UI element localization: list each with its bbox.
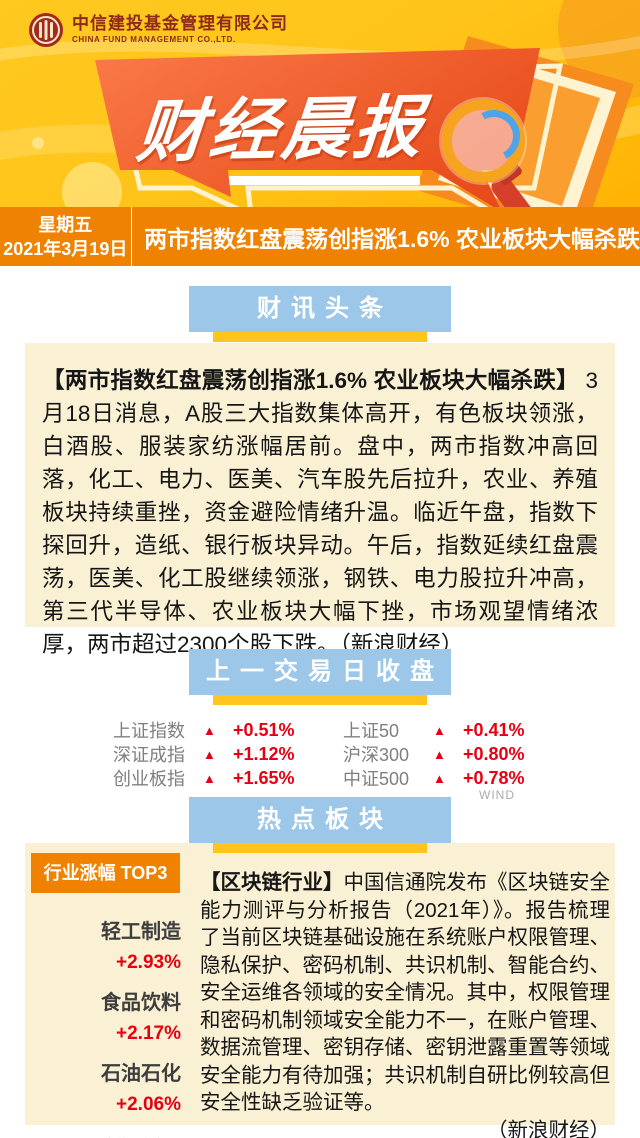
company-seal-icon bbox=[29, 13, 63, 47]
index-cell: 上证指数 ▲ +0.51% bbox=[90, 717, 320, 743]
index-name: 深证成指 bbox=[113, 745, 185, 765]
banner-title: 财经晨报 bbox=[133, 89, 430, 171]
industry-name: 食品饮料 bbox=[101, 992, 181, 1014]
header-banner: 中信建投基金管理有限公司 CHINA FUND MANAGEMENT CO.,L… bbox=[0, 0, 640, 207]
table-row: 上证指数 ▲ +0.51% 上证50 ▲ +0.41% bbox=[90, 718, 560, 742]
hot-lead: 【区块链行业】 bbox=[200, 871, 344, 894]
date-cell: 星期五 2021年3月19日 bbox=[0, 207, 131, 266]
index-change: +0.41% bbox=[463, 719, 525, 740]
up-triangle-icon: ▲ bbox=[203, 746, 216, 762]
wind-source-label: WIND bbox=[479, 788, 515, 802]
header-background-art bbox=[0, 0, 640, 207]
section-title-news: 财讯头条 bbox=[189, 286, 451, 332]
date-label: 2021年3月19日 bbox=[3, 238, 128, 259]
company-name-en: CHINA FUND MANAGEMENT CO.,LTD. bbox=[72, 34, 236, 44]
company-logo: 中信建投基金管理有限公司 CHINA FUND MANAGEMENT CO.,L… bbox=[28, 12, 288, 48]
industry-list: 轻工制造 +2.93% 食品饮料 +2.17% 石油石化 +2.06% WIND… bbox=[25, 903, 181, 1138]
news-lead: 【两市指数红盘震荡创指涨1.6% 农业板块大幅杀跌】 bbox=[42, 368, 579, 393]
up-triangle-icon: ▲ bbox=[203, 770, 216, 786]
industry-name: 轻工制造 bbox=[101, 921, 181, 943]
hot-body: 中国信通院发布《区块链安全能力测评与分析报告（2021年）》。报告梳理了当前区块… bbox=[200, 871, 610, 1114]
index-cell: 沪深300 ▲ +0.80% bbox=[320, 741, 550, 767]
weekday-label: 星期五 bbox=[38, 214, 93, 235]
hot-source: （新浪财经） bbox=[487, 1118, 610, 1138]
market-table: 上证指数 ▲ +0.51% 上证50 ▲ +0.41% 深证成指 ▲ +1.12… bbox=[90, 718, 560, 790]
industry-change: +2.93% bbox=[116, 952, 181, 973]
index-name: 上证50 bbox=[343, 721, 400, 741]
industry-change: +2.06% bbox=[116, 1094, 181, 1115]
date-headline-bar: 星期五 2021年3月19日 两市指数红盘震荡创指涨1.6% 农业板块大幅杀跌 bbox=[0, 207, 640, 266]
news-paragraph: 【两市指数红盘震荡创指涨1.6% 农业板块大幅杀跌】 3月18日消息，A股三大指… bbox=[25, 343, 615, 661]
industry-source-label: WIND，中信一级行业 bbox=[25, 1134, 181, 1138]
index-name: 沪深300 bbox=[343, 745, 410, 765]
industry-change: +2.17% bbox=[116, 1023, 181, 1044]
company-name-cn: 中信建投基金管理有限公司 bbox=[72, 14, 288, 34]
index-change: +0.80% bbox=[463, 743, 525, 764]
news-panel: 【两市指数红盘震荡创指涨1.6% 农业板块大幅杀跌】 3月18日消息，A股三大指… bbox=[25, 343, 615, 657]
index-cell: 中证500 ▲ +0.78% bbox=[320, 765, 550, 791]
bar-headline: 两市指数红盘震荡创指涨1.6% 农业板块大幅杀跌 bbox=[144, 225, 640, 252]
index-cell: 深证成指 ▲ +1.12% bbox=[90, 741, 320, 767]
table-row: 创业板指 ▲ +1.65% 中证500 ▲ +0.78% bbox=[90, 766, 560, 790]
index-cell: 上证50 ▲ +0.41% bbox=[320, 717, 550, 743]
industry-name: 石油石化 bbox=[101, 1063, 181, 1085]
index-name: 创业板指 bbox=[113, 769, 185, 789]
up-triangle-icon: ▲ bbox=[433, 746, 446, 762]
up-triangle-icon: ▲ bbox=[433, 770, 446, 786]
industry-top3-tag: 行业涨幅 TOP3 bbox=[31, 853, 180, 893]
section-underline-news bbox=[213, 332, 427, 342]
section-title-hot: 热点板块 bbox=[189, 797, 451, 843]
hot-panel: 行业涨幅 TOP3 轻工制造 +2.93% 食品饮料 +2.17% 石油石化 +… bbox=[25, 843, 615, 1138]
index-cell: 创业板指 ▲ +1.65% bbox=[90, 765, 320, 791]
up-triangle-icon: ▲ bbox=[203, 722, 216, 738]
index-change: +0.78% bbox=[463, 767, 525, 788]
news-body: 3月18日消息，A股三大指数集体高开，有色板块领涨，白酒股、服装家纺涨幅居前。盘… bbox=[42, 368, 598, 657]
index-change: +0.51% bbox=[233, 719, 295, 740]
bar-divider bbox=[130, 207, 133, 266]
table-row: 深证成指 ▲ +1.12% 沪深300 ▲ +0.80% bbox=[90, 742, 560, 766]
index-name: 中证500 bbox=[343, 769, 410, 789]
hot-paragraph: 【区块链行业】中国信通院发布《区块链安全能力测评与分析报告（2021年）》。报告… bbox=[200, 869, 610, 1117]
magnifier-icon bbox=[441, 99, 525, 183]
index-change: +1.12% bbox=[233, 743, 295, 764]
section-underline-hot bbox=[213, 843, 427, 853]
section-underline-market bbox=[213, 695, 427, 705]
index-change: +1.65% bbox=[233, 767, 295, 788]
hot-article: 【区块链行业】中国信通院发布《区块链安全能力测评与分析报告（2021年）》。报告… bbox=[200, 869, 610, 1138]
section-title-market: 上一交易日收盘 bbox=[189, 649, 451, 695]
up-triangle-icon: ▲ bbox=[433, 722, 446, 738]
index-name: 上证指数 bbox=[113, 721, 185, 741]
